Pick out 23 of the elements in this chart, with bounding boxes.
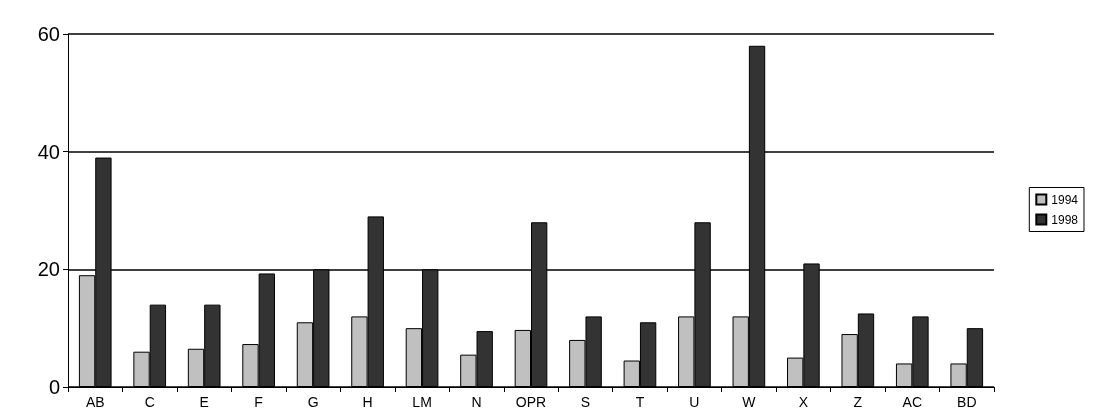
- x-tick-label: S: [580, 394, 591, 410]
- x-tick-label: X: [798, 394, 809, 410]
- x-tick-label: E: [199, 394, 209, 410]
- x-tick-label: OPR: [515, 394, 547, 410]
- x-tick-label: C: [144, 394, 155, 410]
- x-tick-label: T: [635, 394, 645, 410]
- x-tick-label: AC: [902, 394, 923, 410]
- x-tick-label: LM: [412, 394, 432, 410]
- y-tick-label: 40: [37, 140, 60, 163]
- x-tick-label: N: [471, 394, 482, 410]
- x-tick-label: H: [362, 394, 373, 410]
- x-tick-label: F: [254, 394, 263, 410]
- x-tick-label: AB: [85, 394, 105, 410]
- y-tick-label: 60: [37, 23, 60, 45]
- x-tick-label: BD: [957, 394, 977, 410]
- legend-label: 1994: [1051, 192, 1079, 207]
- y-tick-label: 20: [37, 258, 60, 281]
- legend-label: 1998: [1051, 212, 1079, 227]
- x-tick-label: G: [307, 394, 319, 410]
- x-tick-label: Z: [853, 394, 863, 410]
- x-tick-label: U: [689, 394, 700, 410]
- y-tick-label: 0: [48, 376, 60, 398]
- x-tick-label: W: [742, 394, 757, 410]
